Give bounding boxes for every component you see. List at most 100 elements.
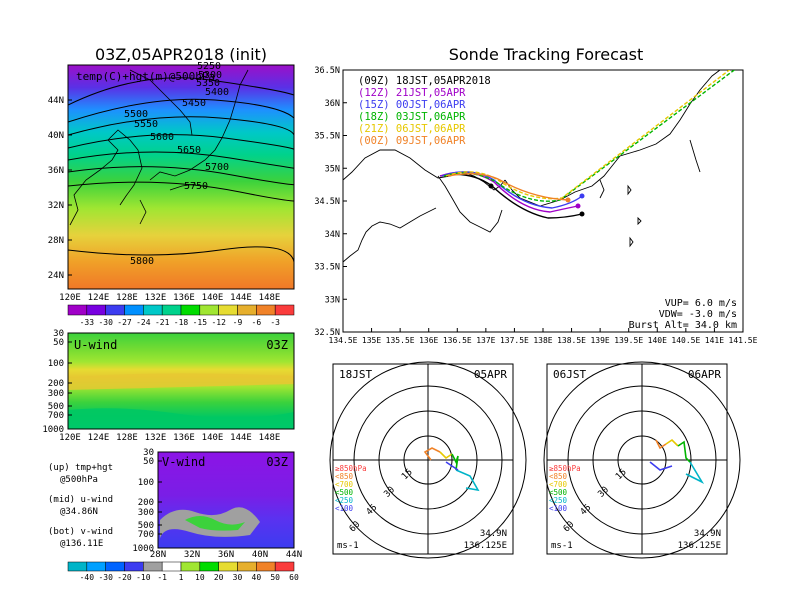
v-wind-frame bbox=[157, 451, 295, 549]
lat-tick-label: 44N bbox=[286, 550, 302, 560]
note-line: (up) tmp+hgt bbox=[48, 463, 113, 473]
track-info: VDW= -3.0 m/s bbox=[659, 309, 737, 320]
map-frame bbox=[67, 64, 295, 290]
hodograph-trace bbox=[655, 439, 667, 450]
lon-tick-label: 128E bbox=[116, 433, 138, 443]
contour-line bbox=[68, 166, 294, 186]
hodograph-trace bbox=[451, 453, 459, 471]
track-legend-entry: (09Z) 18JST,05APR2018 bbox=[358, 75, 491, 87]
right-title: Sonde Tracking Forecast bbox=[449, 45, 644, 64]
contour-line bbox=[68, 246, 294, 263]
v-wind-time: 03Z bbox=[266, 455, 288, 469]
pressure-tick-label: 1000 bbox=[132, 544, 154, 554]
lat-tick-label: 36N bbox=[325, 99, 340, 109]
level-legend: <850 bbox=[549, 472, 568, 481]
colorbar-tick-label: -18 bbox=[174, 318, 189, 327]
hodograph-date: 05APR bbox=[474, 368, 507, 381]
colorbar-tick-label: -3 bbox=[270, 318, 280, 327]
pressure-tick-label: 200 bbox=[138, 498, 154, 508]
unit-label: ms-1 bbox=[337, 541, 359, 551]
pressure-tick-label: 30 bbox=[143, 448, 154, 458]
pressure-tick-label: 500 bbox=[48, 402, 64, 412]
lon-tick-label: 139.5E bbox=[614, 336, 643, 345]
contour-label: 5450 bbox=[182, 98, 206, 109]
level-legend: <250 bbox=[335, 496, 354, 505]
colorbar-swatch bbox=[256, 304, 276, 316]
colorbar-swatch bbox=[86, 561, 106, 572]
colorbar-tick-label: 10 bbox=[195, 573, 205, 582]
lon-tick-label: 124E bbox=[88, 293, 110, 303]
lon-tick-label: 134.5E bbox=[329, 336, 358, 345]
contour-line bbox=[68, 151, 294, 169]
colorbar-swatch bbox=[105, 304, 125, 316]
landing-point bbox=[579, 193, 585, 199]
lat-tick-label: 28N bbox=[150, 550, 166, 560]
hodograph-time: 18JST bbox=[339, 368, 372, 381]
pressure-tick-label: 100 bbox=[48, 359, 64, 369]
colorbar-tick-label: -15 bbox=[193, 318, 208, 327]
coastline bbox=[627, 184, 632, 196]
contour-line bbox=[68, 134, 294, 151]
landing-point bbox=[579, 211, 585, 217]
track-info: Burst Alt= 34.0 km bbox=[629, 320, 737, 331]
colorbar-swatch bbox=[256, 561, 276, 572]
colorbar-tick-label: -20 bbox=[117, 573, 132, 582]
level-legend: <100 bbox=[549, 504, 568, 513]
level-legend: ≥850hPa bbox=[335, 464, 367, 473]
pressure-tick-label: 30 bbox=[53, 329, 64, 339]
coastline bbox=[69, 129, 143, 226]
note-line: @136.11E bbox=[60, 539, 103, 549]
pressure-tick-label: 200 bbox=[48, 379, 64, 389]
lon-tick-label: 138E bbox=[533, 336, 552, 345]
coastline bbox=[637, 216, 642, 226]
hodograph-trace bbox=[677, 440, 691, 463]
lon-tick-label: 144E bbox=[230, 433, 252, 443]
pressure-tick-label: 100 bbox=[138, 478, 154, 488]
lon-tick-label: 141.5E bbox=[729, 336, 758, 345]
lat-tick-label: 35.5N bbox=[314, 132, 340, 142]
lat-tick-label: 36.5N bbox=[314, 66, 340, 76]
pressure-tick-label: 700 bbox=[48, 411, 64, 421]
lon-tick-label: 132E bbox=[145, 433, 167, 443]
lon-tick-label: 138.5E bbox=[557, 336, 586, 345]
colorbar-tick-label: 20 bbox=[214, 573, 224, 582]
lon-tick-label: 140E bbox=[202, 293, 224, 303]
level-legend: <250 bbox=[549, 496, 568, 505]
hodograph-trace bbox=[455, 469, 480, 492]
lat-tick-label: 32N bbox=[48, 201, 64, 211]
track-legend-entry: (12Z) 21JST,05APR bbox=[358, 87, 466, 99]
track-legend-entry: (00Z) 09JST,06APR bbox=[358, 135, 466, 147]
hodograph-trace bbox=[423, 447, 441, 461]
temperature-field bbox=[68, 65, 294, 289]
hodograph-trace bbox=[445, 461, 459, 471]
lat-tick-label: 28N bbox=[48, 236, 64, 246]
landing-point bbox=[575, 203, 581, 209]
track-legend-entry: (21Z) 06JST,06APR bbox=[358, 123, 466, 135]
colorbar-swatch bbox=[161, 561, 182, 572]
colorbar-tick-label: 30 bbox=[233, 573, 243, 582]
contour-line bbox=[68, 181, 294, 202]
left-title: 03Z,05APR2018 (init) bbox=[95, 45, 267, 64]
pressure-tick-label: 300 bbox=[138, 508, 154, 518]
lat-tick-label: 33.5N bbox=[314, 263, 340, 273]
lon-tick-label: 137E bbox=[476, 336, 495, 345]
lon-tick-label: 148E bbox=[259, 433, 281, 443]
speed-ring bbox=[329, 361, 527, 559]
contour-label: 5300 bbox=[198, 70, 222, 81]
v-wind-label: V-wind bbox=[162, 455, 205, 469]
lon-tick-label: 148E bbox=[259, 293, 281, 303]
launch-point bbox=[488, 183, 494, 189]
contour-label: 5400 bbox=[205, 87, 229, 98]
lon-tick-label: 140E bbox=[648, 336, 667, 345]
colorbar-tick-label: 40 bbox=[252, 573, 262, 582]
colorbar-swatch bbox=[86, 304, 106, 316]
pressure-tick-label: 50 bbox=[143, 457, 154, 467]
coastline bbox=[599, 179, 605, 199]
note-line: @500hPa bbox=[60, 475, 98, 485]
note-line: @34.86N bbox=[60, 507, 98, 517]
colorbar-swatch bbox=[237, 561, 257, 572]
colorbar-tick-label: -24 bbox=[136, 318, 151, 327]
colorbar-swatch bbox=[274, 304, 295, 316]
landing-point bbox=[565, 197, 571, 203]
